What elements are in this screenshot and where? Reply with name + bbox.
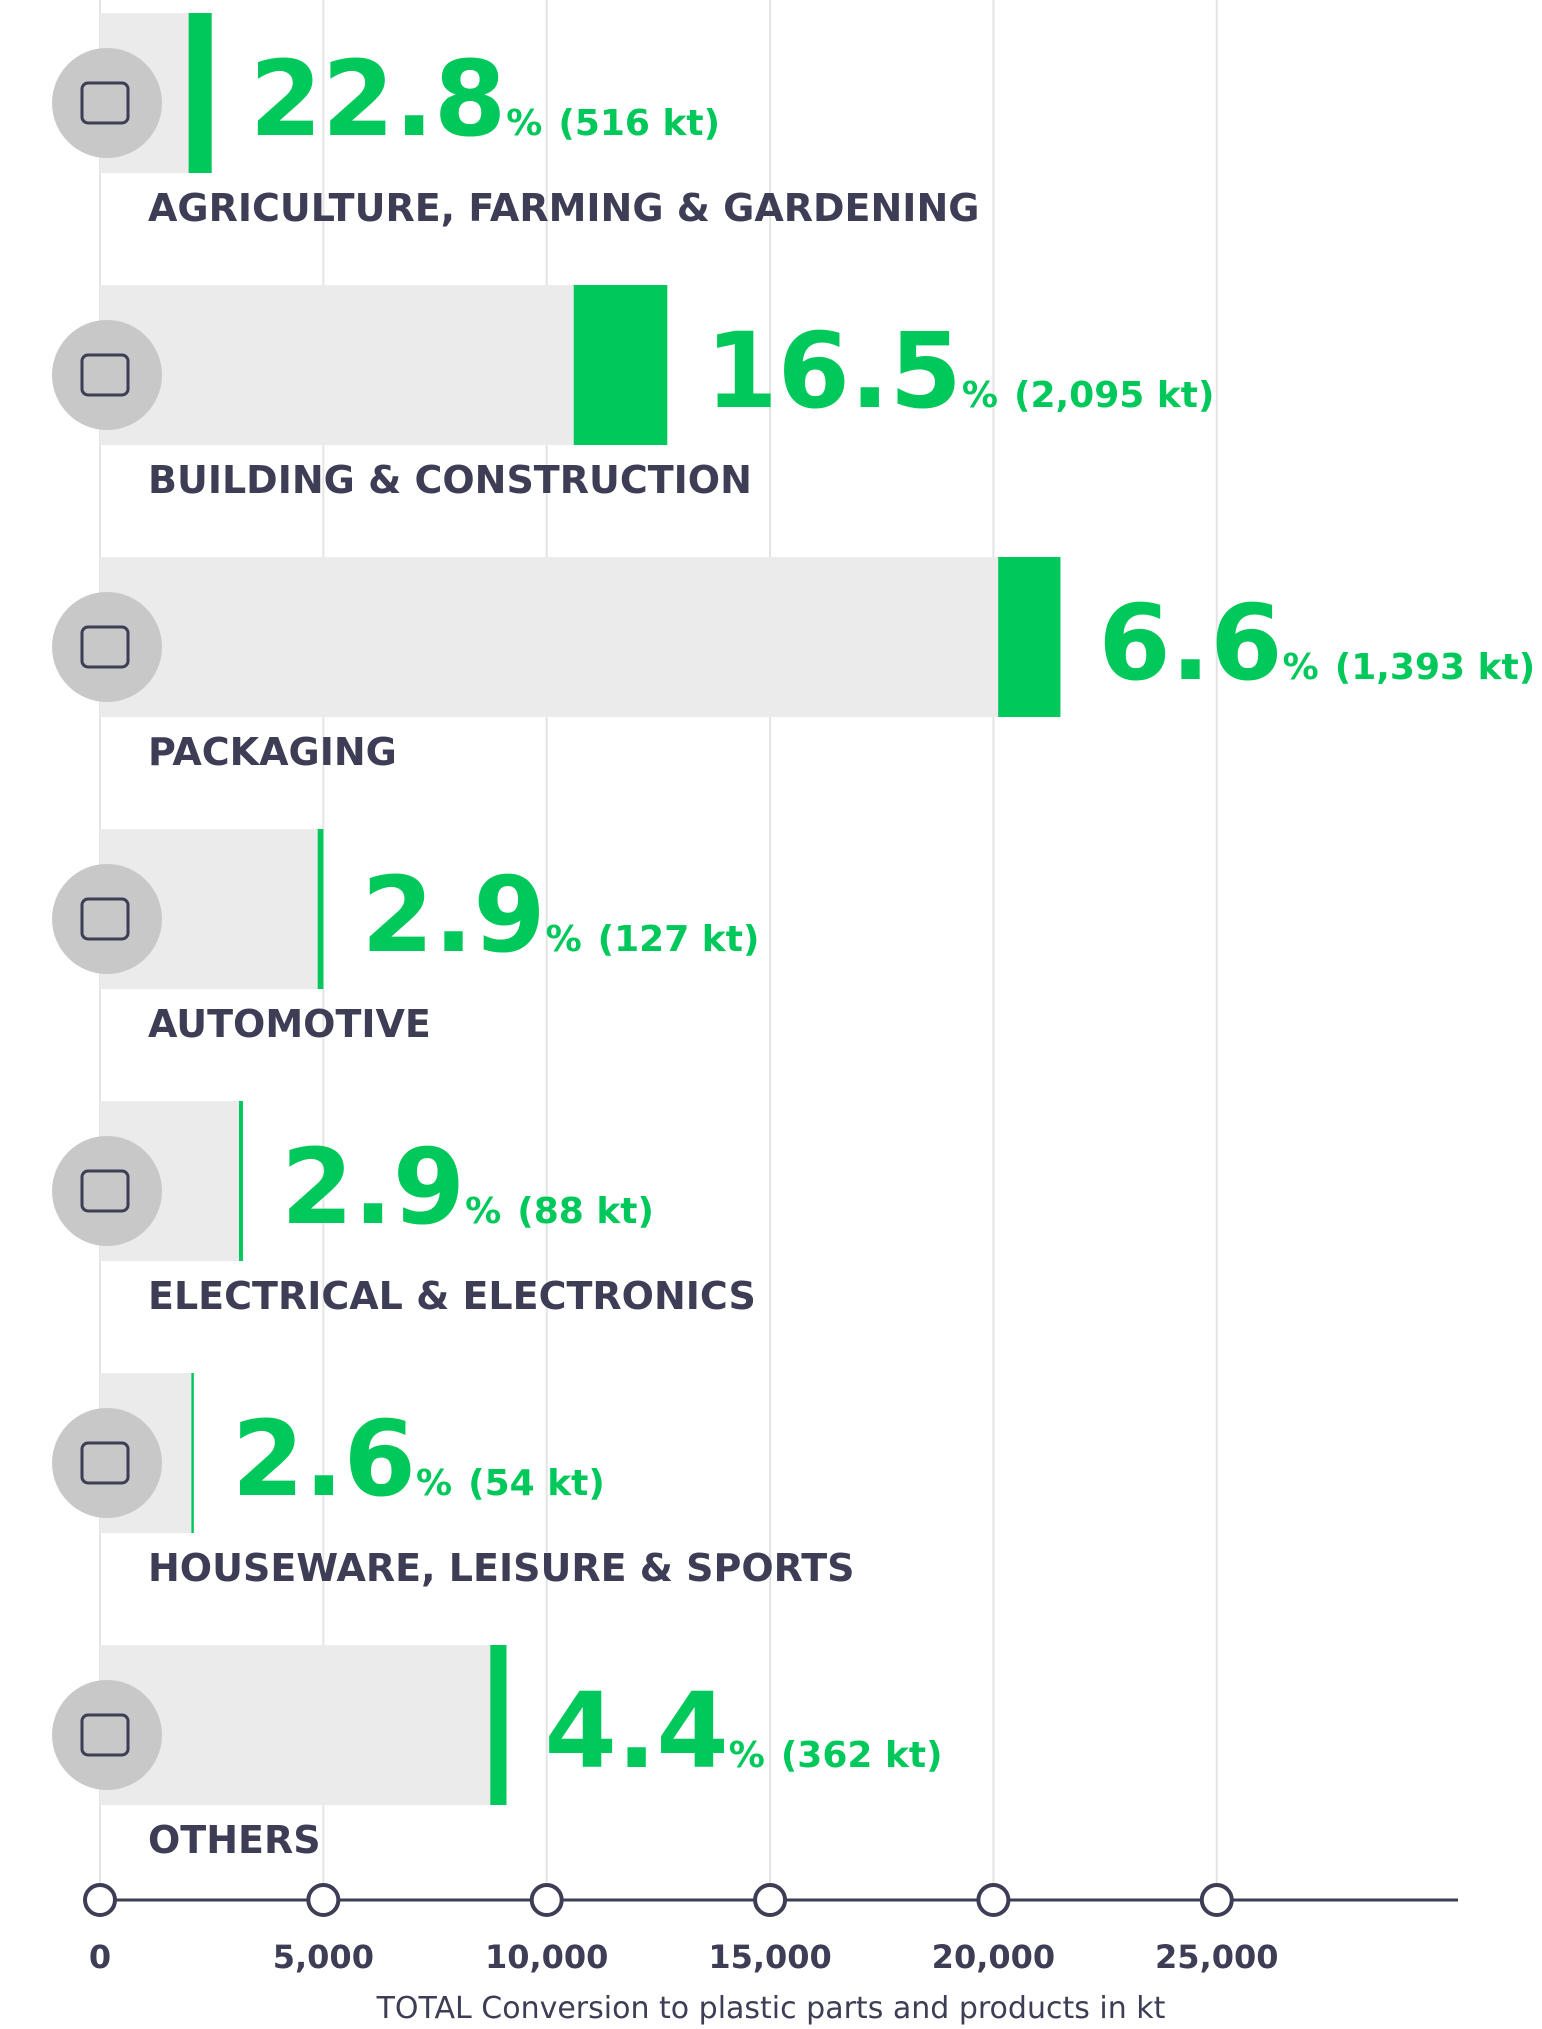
icon	[80, 897, 130, 941]
icon-circle	[52, 1136, 162, 1246]
recycled-label: (516 kt)	[558, 103, 720, 144]
value-label: 22.8% (516 kt)	[250, 38, 720, 160]
recycled-bar	[490, 1645, 507, 1805]
category-label: AGRICULTURE, FARMING & GARDENING	[148, 186, 979, 230]
category-label: OTHERS	[148, 1818, 321, 1862]
tick-mark	[529, 1883, 564, 1917]
icon	[80, 353, 130, 397]
share-unit: %	[465, 1191, 501, 1232]
total-bar	[100, 1645, 507, 1805]
tick-mark	[1199, 1883, 1234, 1917]
icon-circle	[52, 1680, 162, 1790]
x-tick-label: 0	[89, 1938, 111, 1976]
recycled-label: (2,095 kt)	[1014, 375, 1214, 416]
x-tick-label: 20,000	[932, 1938, 1055, 1976]
share-value: 6.6	[1098, 582, 1282, 704]
category-label: BUILDING & CONSTRUCTION	[148, 458, 752, 502]
tick-mark	[753, 1883, 788, 1917]
share-value: 4.4	[545, 1670, 729, 1792]
share-value: 2.6	[232, 1398, 416, 1520]
value-label: 6.6% (1,393 kt)	[1098, 582, 1535, 704]
icon	[80, 1441, 130, 1485]
share-value: 2.9	[281, 1126, 465, 1248]
tick-mark	[83, 1883, 117, 1917]
value-label: 16.5% (2,095 kt)	[705, 310, 1214, 432]
category-label: AUTOMOTIVE	[148, 1002, 431, 1046]
category-label: PACKAGING	[148, 730, 397, 774]
recycled-bar	[998, 557, 1061, 717]
value-label: 4.4% (362 kt)	[545, 1670, 943, 1792]
total-bar	[100, 285, 668, 445]
recycled-bar	[573, 285, 668, 445]
icon-circle	[52, 48, 162, 158]
recycled-label: (54 kt)	[468, 1463, 605, 1504]
x-tick-label: 25,000	[1155, 1938, 1278, 1976]
x-tick-label: 5,000	[273, 1938, 374, 1976]
recycled-bar	[239, 1101, 243, 1261]
tick-mark	[976, 1883, 1011, 1917]
icon	[80, 1713, 130, 1757]
value-label: 2.6% (54 kt)	[232, 1398, 605, 1520]
icon	[80, 625, 130, 669]
recycled-label: (88 kt)	[517, 1191, 654, 1232]
tick-mark	[306, 1883, 341, 1917]
x-axis-label: TOTAL Conversion to plastic parts and pr…	[376, 1991, 1166, 2026]
recycled-label: (362 kt)	[781, 1735, 943, 1776]
share-value: 2.9	[361, 854, 545, 976]
category-label: ELECTRICAL & ELECTRONICS	[148, 1274, 756, 1318]
recycled-label: (1,393 kt)	[1335, 647, 1535, 688]
recycled-bar	[191, 1373, 194, 1533]
share-value: 16.5	[705, 310, 962, 432]
icon-circle	[52, 592, 162, 702]
icon-circle	[52, 320, 162, 430]
share-unit: %	[1283, 647, 1319, 688]
share-unit: %	[962, 375, 998, 416]
share-unit: %	[729, 1735, 765, 1776]
category-label: HOUSEWARE, LEISURE & SPORTS	[148, 1546, 855, 1590]
icon-circle	[52, 864, 162, 974]
recycled-bar	[317, 829, 324, 989]
value-label: 2.9% (88 kt)	[281, 1126, 654, 1248]
value-label: 2.9% (127 kt)	[361, 854, 759, 976]
share-unit: %	[416, 1463, 452, 1504]
recycled-bar	[188, 13, 212, 173]
recycled-label: (127 kt)	[598, 919, 760, 960]
share-unit: %	[546, 919, 582, 960]
total-bar	[100, 557, 1061, 717]
x-tick-label: 15,000	[708, 1938, 831, 1976]
icon-circle	[52, 1408, 162, 1518]
icon	[80, 1169, 130, 1213]
x-tick-label: 10,000	[485, 1938, 608, 1976]
share-value: 22.8	[250, 38, 507, 160]
icon	[80, 81, 130, 125]
share-unit: %	[506, 103, 542, 144]
